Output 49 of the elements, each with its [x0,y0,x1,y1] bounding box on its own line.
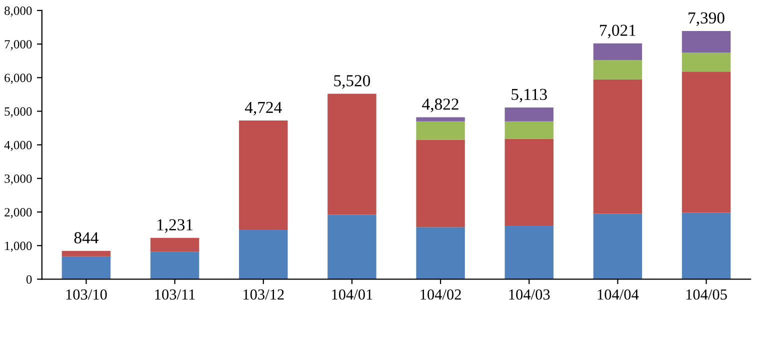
total-label: 5,113 [512,88,547,102]
bar [593,214,642,280]
x-tick-label: 104/05 [686,289,727,300]
y-tick-label: 4,000 [4,140,32,152]
bar [682,212,731,280]
y-tick-label: 0 [26,275,32,284]
x-tick-label: 103/12 [243,289,284,300]
bar [239,120,288,230]
bar [593,60,642,80]
bar [682,72,731,213]
total-label: 7,390 [688,12,724,26]
x-tick-label: 104/04 [598,289,639,300]
bar [150,252,200,280]
x-tick-label: 104/01 [332,289,372,300]
x-tick-label: 104/02 [420,289,461,300]
bar [504,138,554,226]
x-tick-label: 103/11 [155,289,195,300]
bar [62,256,111,280]
total-label: 844 [74,232,98,244]
bar [328,94,376,215]
y-tick-label: 8,000 [4,6,32,17]
bar [239,229,288,280]
x-tick-label: 104/03 [509,289,550,300]
total-label: 7,021 [600,24,636,38]
y-tick-label: 5,000 [4,107,32,118]
total-label: 5,520 [334,75,370,89]
bar [416,121,465,140]
bar [328,214,376,280]
total-label: 1,231 [158,219,193,233]
bar [593,43,642,60]
bar [416,140,465,228]
bar [504,121,554,139]
bar [504,107,554,122]
y-tick-label: 3,000 [4,174,32,185]
bar [682,30,731,52]
bar [62,250,111,256]
y-tick-label: 2,000 [4,208,32,218]
bar [416,227,465,280]
total-label: 4,822 [422,98,458,112]
total-label: 4,724 [244,102,282,116]
bar [593,79,642,214]
bar [416,117,465,122]
y-tick-label: 1,000 [5,242,32,252]
bar [682,52,731,72]
bar [150,238,200,252]
y-tick-label: 7,000 [4,40,32,50]
y-tick-label: 6,000 [4,74,32,84]
x-tick-label: 103/10 [66,289,107,300]
bar [504,225,554,280]
